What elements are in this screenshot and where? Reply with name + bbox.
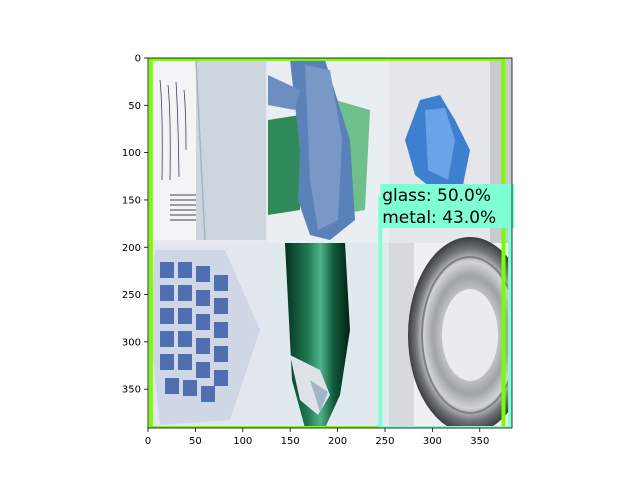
- y-tick-label: 200: [122, 243, 141, 254]
- image-mosaic: [148, 58, 512, 428]
- y-tick-label: 250: [122, 290, 141, 301]
- x-tick-label: 100: [233, 436, 252, 447]
- y-tick-label: 300: [122, 337, 141, 348]
- x-tick-label: 350: [470, 436, 489, 447]
- y-tick-label: 150: [122, 195, 141, 206]
- tile-tin-can: [389, 237, 512, 428]
- tile-stamp-sheet: [148, 243, 268, 428]
- x-axis: 0 50 100 150 200 250 300 350: [145, 428, 489, 447]
- detection-label-bg-0: [380, 184, 515, 206]
- x-tick-label: 150: [281, 436, 300, 447]
- y-tick-label: 100: [122, 148, 141, 159]
- detection-box-0: [148, 58, 506, 428]
- x-tick-label: 300: [423, 436, 442, 447]
- x-tick-label: 50: [189, 436, 202, 447]
- x-tick-label: 200: [328, 436, 347, 447]
- x-tick-label: 0: [145, 436, 151, 447]
- y-tick-label: 350: [122, 385, 141, 396]
- tile-green-bottle: [268, 243, 389, 428]
- tile-envelope: [148, 58, 268, 243]
- detection-label-0: glass: 50.0%: [382, 186, 491, 206]
- x-tick-label: 250: [375, 436, 394, 447]
- detection-label-bg-1: [380, 206, 515, 228]
- axes-frame: [147, 57, 513, 429]
- y-tick-label: 0: [135, 54, 141, 65]
- y-tick-label: 50: [128, 101, 141, 112]
- detection-label-1: metal: 43.0%: [382, 208, 496, 228]
- y-axis: 0 50 100 150 200 250 300 350: [122, 54, 148, 396]
- detection-labels: glass: 50.0%metal: 43.0%: [380, 184, 515, 228]
- tile-crumpled-bag: [268, 58, 389, 243]
